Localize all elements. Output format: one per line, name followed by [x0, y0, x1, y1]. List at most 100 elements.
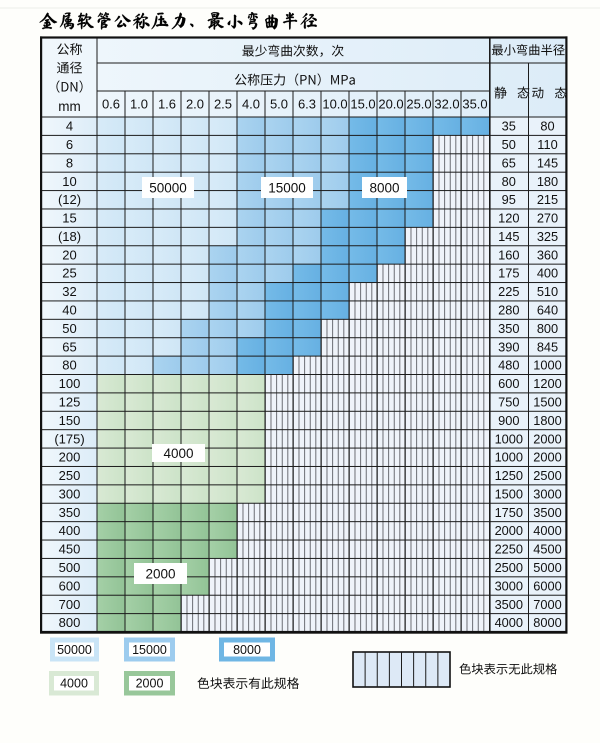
svg-text:25: 25 [62, 266, 76, 281]
svg-text:50000: 50000 [149, 180, 187, 195]
svg-text:160: 160 [498, 247, 519, 262]
svg-text:8: 8 [66, 155, 73, 170]
svg-text:4000: 4000 [495, 615, 523, 630]
svg-text:15000: 15000 [132, 643, 167, 657]
svg-text:10: 10 [62, 174, 76, 189]
svg-text:80: 80 [62, 358, 76, 373]
svg-text:180: 180 [537, 174, 558, 189]
svg-text:(175): (175) [54, 431, 84, 446]
svg-text:350: 350 [59, 505, 81, 520]
svg-text:2000: 2000 [533, 450, 561, 465]
svg-text:1.6: 1.6 [158, 97, 176, 112]
svg-text:65: 65 [62, 339, 76, 354]
svg-text:65: 65 [502, 155, 516, 170]
svg-text:15000: 15000 [268, 180, 306, 195]
svg-text:4: 4 [66, 119, 73, 134]
svg-text:8000: 8000 [233, 643, 261, 657]
svg-text:1.0: 1.0 [130, 97, 148, 112]
svg-text:800: 800 [59, 615, 81, 630]
svg-text:6: 6 [66, 137, 73, 152]
svg-text:360: 360 [537, 247, 558, 262]
svg-text:100: 100 [59, 376, 81, 391]
svg-text:700: 700 [59, 597, 81, 612]
svg-text:5000: 5000 [533, 560, 561, 575]
svg-text:215: 215 [537, 192, 558, 207]
svg-text:640: 640 [537, 303, 558, 318]
svg-text:2500: 2500 [533, 468, 561, 483]
svg-text:145: 145 [537, 155, 558, 170]
svg-text:1500: 1500 [533, 395, 561, 410]
svg-text:390: 390 [498, 339, 519, 354]
svg-text:1750: 1750 [495, 505, 523, 520]
svg-text:2000: 2000 [495, 523, 523, 538]
svg-text:125: 125 [59, 395, 81, 410]
svg-text:1000: 1000 [495, 431, 523, 446]
svg-text:225: 225 [498, 284, 519, 299]
svg-text:2.5: 2.5 [214, 97, 232, 112]
svg-text:5.0: 5.0 [270, 97, 288, 112]
svg-text:1000: 1000 [533, 358, 561, 373]
svg-text:175: 175 [498, 266, 519, 281]
svg-text:10.0: 10.0 [322, 97, 347, 112]
svg-text:3500: 3500 [533, 505, 561, 520]
svg-text:7000: 7000 [533, 597, 561, 612]
svg-text:480: 480 [498, 358, 519, 373]
svg-text:(12): (12) [58, 192, 81, 207]
svg-text:1000: 1000 [495, 450, 523, 465]
svg-text:2250: 2250 [495, 542, 523, 557]
svg-text:6000: 6000 [533, 578, 561, 593]
svg-text:4.0: 4.0 [242, 97, 260, 112]
svg-text:280: 280 [498, 303, 519, 318]
svg-text:2500: 2500 [495, 560, 523, 575]
svg-text:6.3: 6.3 [298, 97, 316, 112]
svg-text:900: 900 [498, 413, 519, 428]
svg-text:800: 800 [537, 321, 558, 336]
svg-text:3000: 3000 [495, 578, 523, 593]
svg-text:600: 600 [59, 578, 81, 593]
svg-text:450: 450 [59, 542, 81, 557]
svg-text:1200: 1200 [533, 376, 561, 391]
svg-text:50000: 50000 [57, 643, 92, 657]
svg-text:200: 200 [59, 450, 81, 465]
svg-text:1250: 1250 [495, 468, 523, 483]
svg-text:350: 350 [498, 321, 519, 336]
svg-text:15.0: 15.0 [350, 97, 375, 112]
svg-text:400: 400 [537, 266, 558, 281]
svg-text:500: 500 [59, 560, 81, 575]
svg-text:20.0: 20.0 [378, 97, 403, 112]
svg-text:270: 270 [537, 211, 558, 226]
svg-text:325: 325 [537, 229, 558, 244]
svg-text:35.0: 35.0 [462, 97, 487, 112]
svg-text:8000: 8000 [369, 180, 399, 195]
svg-text:145: 145 [498, 229, 519, 244]
svg-text:35: 35 [502, 119, 516, 134]
svg-text:80: 80 [540, 119, 554, 134]
svg-text:3500: 3500 [495, 597, 523, 612]
svg-text:845: 845 [537, 339, 558, 354]
svg-text:4000: 4000 [163, 446, 193, 461]
svg-text:4000: 4000 [60, 677, 88, 691]
svg-text:32: 32 [62, 284, 76, 299]
svg-text:4000: 4000 [533, 523, 561, 538]
svg-text:8000: 8000 [533, 615, 561, 630]
svg-text:25.0: 25.0 [406, 97, 431, 112]
svg-text:50: 50 [502, 137, 516, 152]
svg-text:110: 110 [537, 137, 557, 152]
svg-text:150: 150 [59, 413, 81, 428]
svg-text:2.0: 2.0 [186, 97, 204, 112]
svg-text:0.6: 0.6 [102, 97, 120, 112]
svg-text:(18): (18) [58, 229, 81, 244]
svg-text:2000: 2000 [533, 431, 561, 446]
svg-text:80: 80 [502, 174, 516, 189]
svg-text:120: 120 [498, 211, 519, 226]
svg-text:32.0: 32.0 [434, 97, 459, 112]
svg-text:mm: mm [58, 99, 81, 114]
svg-text:250: 250 [59, 468, 81, 483]
svg-text:510: 510 [537, 284, 558, 299]
svg-text:750: 750 [498, 395, 519, 410]
svg-text:400: 400 [59, 523, 81, 538]
svg-text:600: 600 [498, 376, 519, 391]
svg-text:15: 15 [62, 211, 76, 226]
svg-text:4500: 4500 [533, 542, 561, 557]
svg-text:2000: 2000 [136, 677, 164, 691]
